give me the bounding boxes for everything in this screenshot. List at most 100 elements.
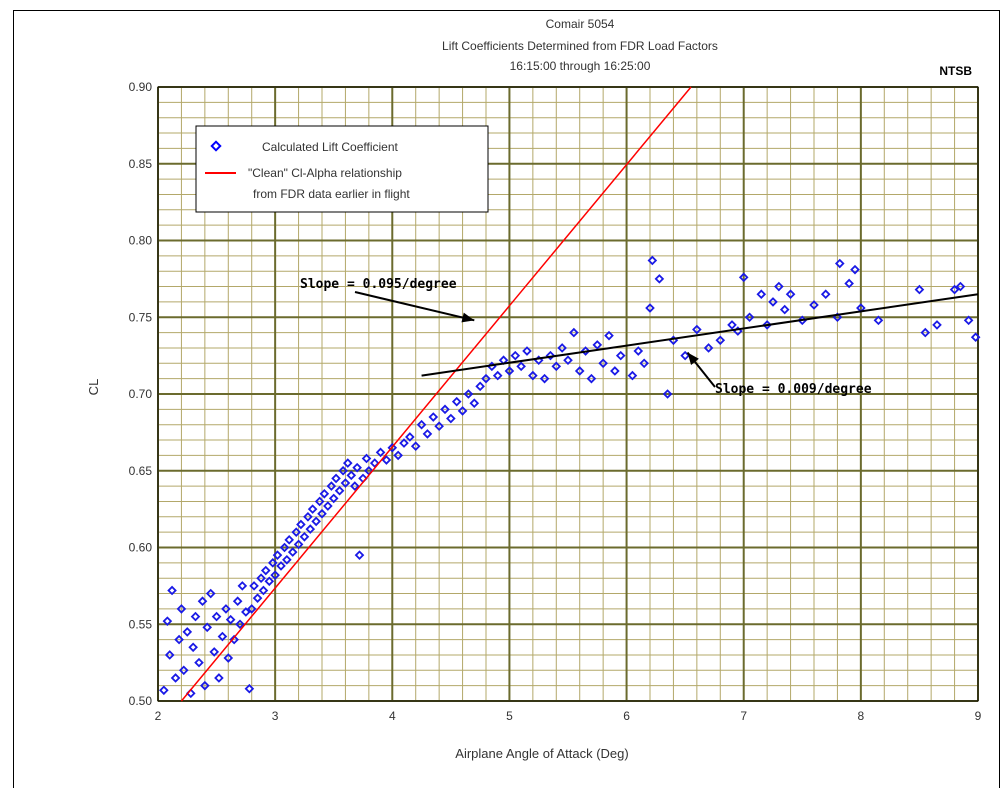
data-point <box>375 447 386 458</box>
data-point <box>270 570 280 580</box>
data-point <box>481 373 491 384</box>
data-point <box>856 303 866 313</box>
data-point <box>539 373 550 384</box>
data-point <box>284 535 295 545</box>
data-point <box>267 558 278 568</box>
data-point <box>522 346 532 356</box>
data-point <box>914 284 925 295</box>
data-point <box>311 516 321 527</box>
y-tick-label: 0.90 <box>129 80 153 94</box>
x-axis-label: Airplane Angle of Attack (Deg) <box>455 746 628 761</box>
data-point <box>346 470 357 481</box>
data-point <box>307 504 318 514</box>
data-point <box>639 358 649 369</box>
data-point <box>574 366 585 376</box>
data-point <box>692 324 702 335</box>
data-point <box>188 642 198 653</box>
data-point <box>416 419 427 430</box>
data-point <box>159 685 169 696</box>
clean-cl-alpha-line <box>180 86 692 702</box>
legend-diamond-marker <box>210 140 222 152</box>
data-point <box>551 361 562 372</box>
data-point <box>504 366 515 376</box>
y-tick-label: 0.65 <box>129 464 153 478</box>
data-point <box>475 381 485 392</box>
chart-title-line-1: Comair 5054 <box>546 17 615 31</box>
data-point <box>768 297 778 307</box>
data-point <box>528 370 538 381</box>
slope-arrow-stall-head <box>687 352 699 366</box>
data-point <box>249 581 259 591</box>
data-point <box>738 272 749 283</box>
data-point <box>287 547 298 557</box>
data-point <box>237 581 248 591</box>
y-tick-label: 0.60 <box>129 541 153 555</box>
data-point <box>209 647 220 657</box>
data-point <box>229 634 239 645</box>
data-point <box>932 320 942 330</box>
data-point <box>296 519 306 530</box>
data-point <box>834 258 845 269</box>
data-point <box>850 264 860 275</box>
chart-frame <box>13 10 1000 788</box>
data-point <box>174 634 184 645</box>
data-point <box>194 657 204 668</box>
data-point <box>323 501 333 511</box>
data-point <box>779 304 790 315</box>
data-point <box>317 508 327 519</box>
data-point <box>303 511 313 522</box>
data-point <box>873 315 884 326</box>
data-point <box>647 255 658 266</box>
data-point <box>510 350 521 361</box>
data-point <box>235 619 245 630</box>
data-point <box>246 604 257 614</box>
data-point <box>211 611 222 622</box>
plot-border <box>157 86 979 702</box>
axis-ticks: 2 3 4 5 6 7 8 9 0.50 0.55 0.60 0.65 0.70 0.75 0.80 0.85… <box>129 80 982 723</box>
y-tick-label: 0.80 <box>129 234 153 248</box>
data-point <box>256 573 266 584</box>
data-point <box>182 627 193 637</box>
data-point <box>291 527 302 537</box>
data-point <box>202 622 213 633</box>
slope-arrow-clean-shaft <box>354 291 475 322</box>
data-point <box>492 370 503 381</box>
y-tick-label: 0.50 <box>129 694 153 708</box>
data-point <box>774 281 784 292</box>
data-point <box>744 312 755 323</box>
y-tick-label: 0.70 <box>129 387 153 401</box>
data-point <box>241 607 251 617</box>
data-point <box>762 320 772 330</box>
data-point <box>328 493 339 504</box>
data-point <box>272 550 283 560</box>
data-point <box>190 611 201 622</box>
data-point <box>440 404 450 415</box>
data-point <box>557 343 567 353</box>
y-tick-label: 0.55 <box>129 617 153 631</box>
legend: Calculated Lift Coefficient "Clean" Cl-A… <box>195 125 489 213</box>
data-point <box>314 496 325 507</box>
data-point <box>205 588 216 599</box>
data-point <box>662 389 673 399</box>
data-point <box>797 315 808 326</box>
annotation-arrows <box>354 291 716 388</box>
data-point <box>604 330 614 341</box>
data-point <box>586 373 597 384</box>
data-point <box>446 413 456 424</box>
data-point <box>809 300 819 310</box>
data-point <box>252 593 263 603</box>
x-tick-label: 4 <box>389 709 396 723</box>
y-tick-label: 0.75 <box>129 310 153 324</box>
data-point <box>319 488 330 499</box>
data-point <box>276 561 286 571</box>
data-point <box>963 315 974 326</box>
slope-arrow-clean-head <box>461 312 475 323</box>
x-tick-label: 8 <box>858 709 865 723</box>
x-tick-label: 5 <box>506 709 513 723</box>
data-point <box>352 462 362 473</box>
slope-annotation-clean: Slope = 0.095/degree <box>300 277 457 292</box>
data-point <box>592 340 603 350</box>
legend-box <box>195 125 489 213</box>
data-point <box>654 274 665 284</box>
ntsb-label: NTSB <box>939 64 972 78</box>
